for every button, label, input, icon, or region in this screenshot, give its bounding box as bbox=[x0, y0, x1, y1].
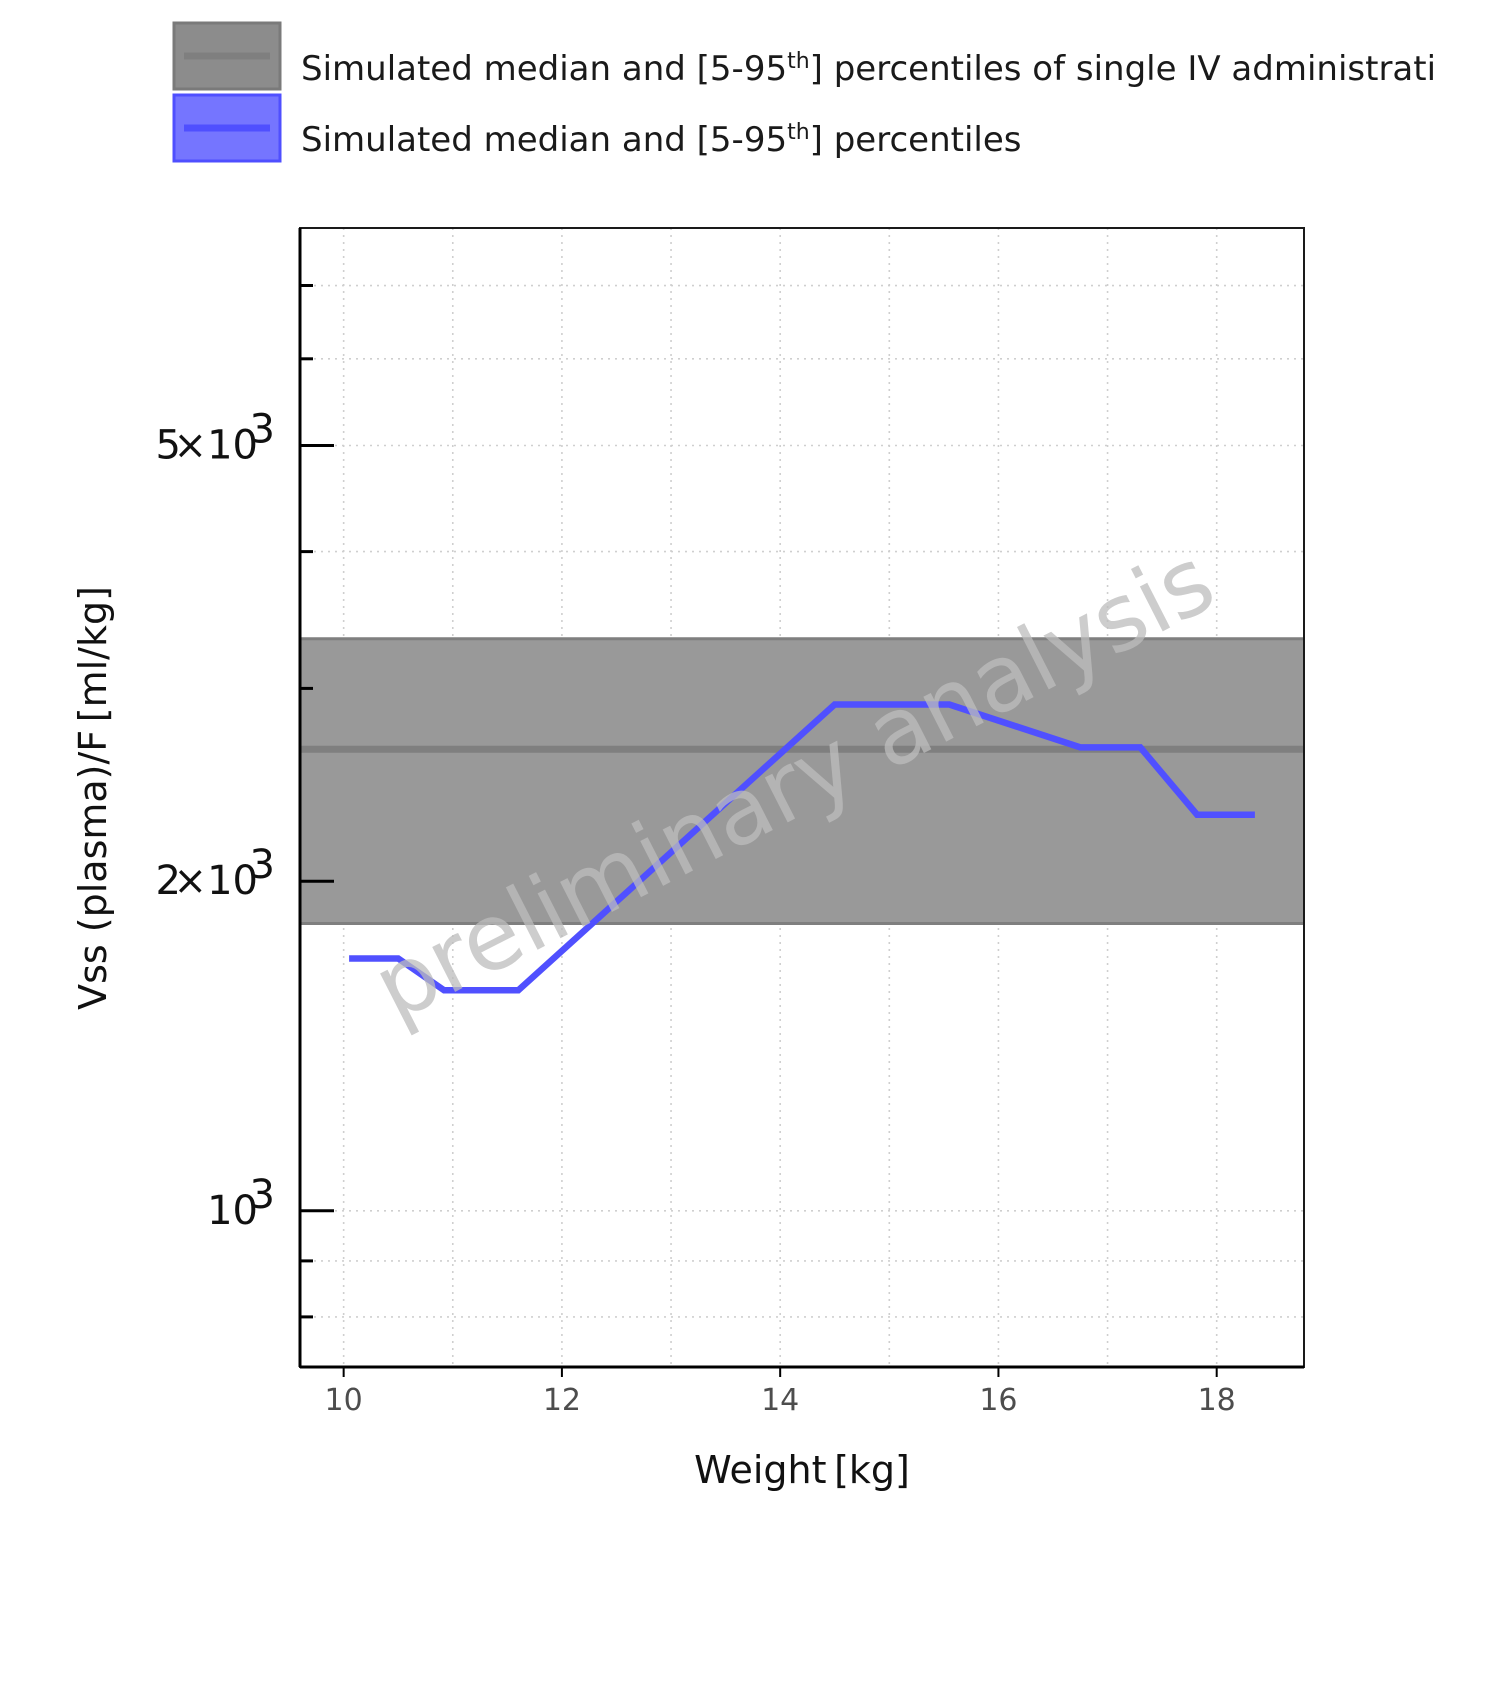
y-tick-label: 310×5 bbox=[156, 407, 275, 469]
y-tick-label: 310 bbox=[207, 1172, 275, 1234]
legend-label-iv-reference: Simulated median and [5-95th] percentile… bbox=[301, 49, 1436, 89]
plot-area: preliminary analysis bbox=[299, 227, 1305, 1368]
y-tick-base: 10 bbox=[207, 1188, 258, 1234]
y-tick-exponent: 3 bbox=[250, 407, 275, 453]
y-tick-times: × bbox=[173, 858, 207, 904]
series-line-simulated-median bbox=[349, 701, 1255, 994]
reference-band-layer bbox=[300, 637, 1304, 925]
y-tick-mantissa: 2 bbox=[156, 858, 181, 904]
legend-item-simulated: Simulated median and [5-95th] percentile… bbox=[172, 93, 1021, 163]
x-tick-label: 18 bbox=[1198, 1383, 1236, 1418]
legend-item-iv-reference: Simulated median and [5-95th] percentile… bbox=[172, 21, 1436, 91]
legend-label-simulated: Simulated median and [5-95th] percentile… bbox=[301, 120, 1021, 160]
y-tick-exponent: 3 bbox=[250, 1172, 275, 1218]
reference-band bbox=[300, 638, 1304, 924]
y-axis-title: Vss (plasma)/F [ml/kg] bbox=[71, 586, 115, 1010]
y-tick-base: 10 bbox=[207, 858, 258, 904]
x-tick-label: 10 bbox=[325, 1383, 363, 1418]
y-tick-base: 10 bbox=[207, 423, 258, 469]
x-tick-label: 14 bbox=[761, 1383, 799, 1418]
series-layer bbox=[349, 701, 1255, 994]
x-axis: 10 12 14 16 18 bbox=[300, 1365, 1304, 1418]
legend: Simulated median and [5-95th] percentile… bbox=[172, 21, 1436, 163]
x-axis-title: Weight [kg] bbox=[694, 1448, 910, 1492]
gridlines bbox=[300, 228, 1304, 1367]
y-tick-mantissa: 5 bbox=[156, 423, 181, 469]
x-tick-label: 16 bbox=[979, 1383, 1017, 1418]
y-tick-label: 310×2 bbox=[156, 842, 275, 904]
y-tick-times: × bbox=[173, 423, 207, 469]
x-tick-label: 12 bbox=[543, 1383, 581, 1418]
y-tick-exponent: 3 bbox=[250, 842, 275, 888]
